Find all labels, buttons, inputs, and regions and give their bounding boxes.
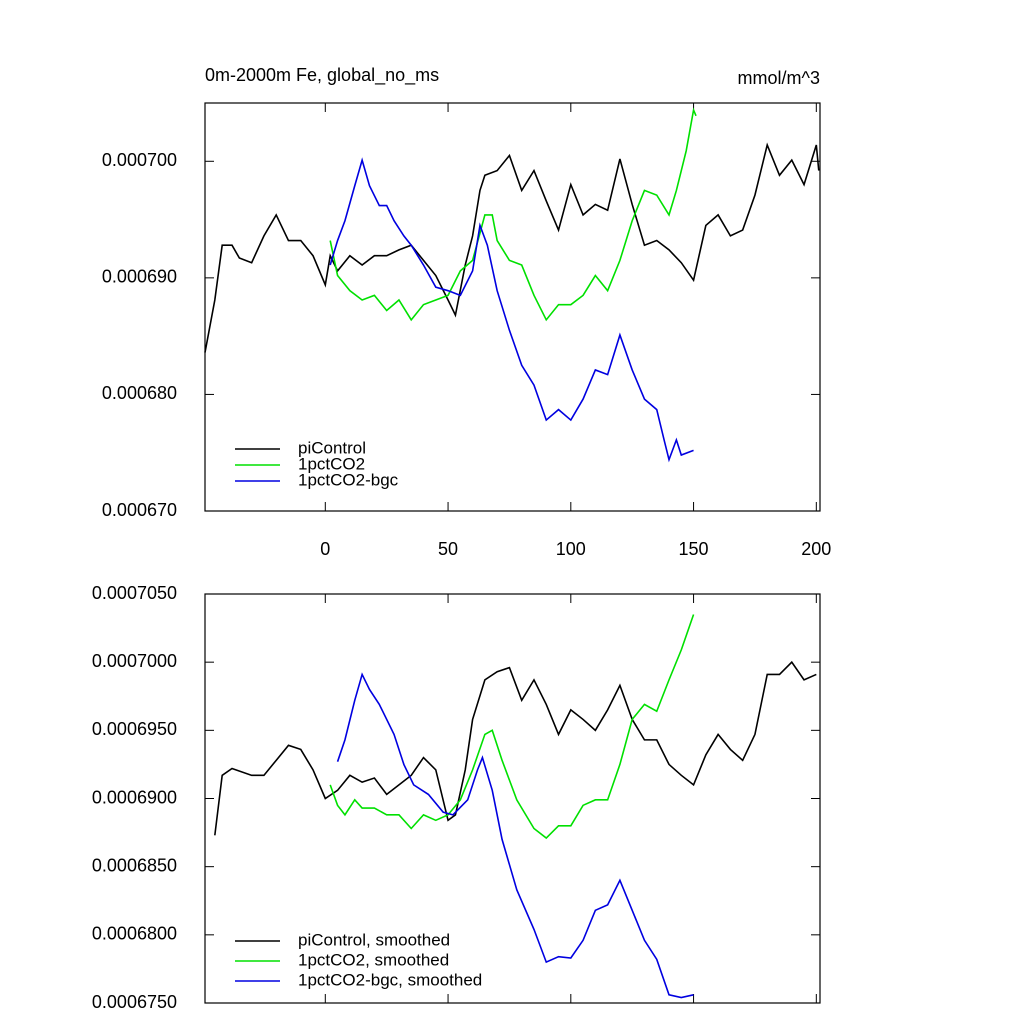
legend-label: 1pctCO2, smoothed: [298, 950, 449, 969]
legend-label: piControl, smoothed: [298, 930, 450, 949]
x-tick-label: 200: [801, 539, 831, 559]
y-tick-label: 0.0006850: [92, 855, 177, 875]
y-tick-label: 0.0007000: [92, 651, 177, 671]
units-label: mmol/m^3: [738, 68, 820, 88]
y-tick-label: 0.0006750: [92, 992, 177, 1012]
x-tick-label: 150: [679, 539, 709, 559]
series-line: [329, 107, 697, 322]
y-tick-label: 0.000670: [102, 500, 177, 520]
x-tick-label: 50: [438, 539, 458, 559]
y-tick-label: 0.000690: [102, 267, 177, 287]
series-line: [329, 157, 694, 463]
series-line: [329, 614, 695, 840]
y-tick-label: 0.0007050: [92, 583, 177, 603]
legend-label: piControl: [298, 438, 366, 457]
y-tick-label: 0.000680: [102, 383, 177, 403]
legend-label: 1pctCO2-bgc, smoothed: [298, 970, 482, 989]
y-tick-label: 0.0006950: [92, 719, 177, 739]
plot-frame: [204, 102, 821, 512]
legend-label: 1pctCO2-bgc: [298, 470, 399, 489]
legend-label: 1pctCO2: [298, 454, 365, 473]
series-line: [214, 660, 817, 836]
y-tick-label: 0.0006800: [92, 924, 177, 944]
chart-title: 0m-2000m Fe, global_no_ms: [205, 65, 439, 86]
x-tick-label: 100: [556, 539, 586, 559]
y-tick-label: 0.000700: [102, 150, 177, 170]
series-line: [204, 142, 820, 353]
x-tick-label: 0: [320, 539, 330, 559]
y-tick-label: 0.0006900: [92, 787, 177, 807]
series-line: [336, 672, 694, 999]
